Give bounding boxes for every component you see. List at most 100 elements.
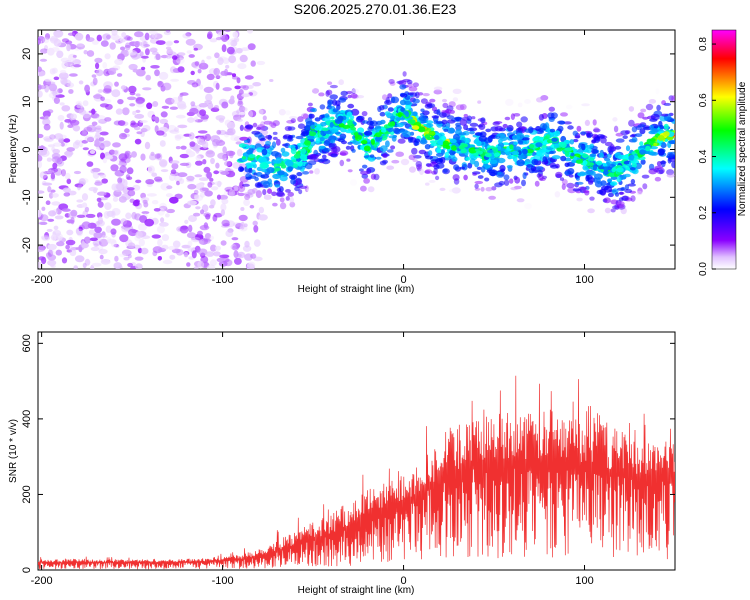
noise-speckle — [142, 87, 152, 91]
noise-speckle — [115, 244, 120, 248]
noise-speckle — [66, 44, 71, 52]
noise-speckle — [205, 251, 215, 257]
signal-halo — [587, 208, 595, 214]
signal-halo — [459, 119, 468, 126]
noise-speckle — [106, 210, 115, 217]
signal-halo — [567, 125, 574, 130]
noise-speckle — [63, 150, 74, 156]
noise-speckle — [227, 39, 233, 46]
signal-core — [474, 148, 480, 152]
signal-halo — [379, 105, 385, 111]
noise-speckle — [247, 30, 253, 34]
y-tick-label: 0 — [21, 567, 33, 573]
noise-speckle — [121, 249, 132, 257]
noise-speckle — [202, 159, 207, 165]
signal-halo — [529, 197, 536, 201]
colorbar-tick-label: 0.6 — [698, 93, 709, 107]
signal-halo — [656, 104, 661, 111]
signal-halo — [296, 172, 303, 177]
noise-speckle — [108, 67, 117, 76]
noise-speckle — [186, 175, 195, 181]
signal-core — [374, 132, 382, 138]
noise-speckle — [113, 150, 119, 155]
noise-speckle — [168, 245, 176, 251]
noise-speckle — [214, 52, 220, 59]
noise-speckle — [253, 239, 261, 247]
noise-speckle — [135, 100, 145, 108]
noise-speckle — [156, 225, 165, 234]
signal-halo — [441, 119, 448, 125]
signal-core — [353, 132, 359, 136]
signal-halo — [538, 127, 544, 133]
spectrogram-x-label: Height of straight line (km) — [298, 284, 415, 295]
noise-speckle — [114, 81, 119, 87]
noise-speckle — [96, 219, 105, 227]
signal-halo — [654, 176, 662, 182]
signal-core — [649, 138, 656, 142]
noise-speckle — [83, 236, 91, 244]
noise-speckle — [38, 85, 47, 90]
signal-halo — [623, 173, 631, 178]
signal-core — [370, 138, 375, 145]
noise-speckle — [46, 157, 53, 162]
signal-halo — [314, 117, 321, 122]
noise-speckle — [220, 240, 227, 246]
noise-speckle — [221, 34, 229, 43]
signal-halo — [384, 111, 391, 116]
noise-speckle — [173, 127, 179, 132]
noise-speckle — [206, 264, 216, 269]
noise-speckle — [42, 118, 51, 126]
noise-speckle — [47, 144, 56, 148]
signal-halo — [248, 110, 254, 118]
signal-halo — [420, 98, 428, 104]
noise-speckle — [125, 212, 132, 220]
noise-speckle — [100, 40, 109, 47]
signal-halo — [279, 202, 287, 210]
signal-halo — [538, 114, 545, 121]
signal-halo — [560, 112, 568, 117]
noise-speckle — [93, 94, 103, 99]
noise-speckle — [146, 193, 157, 197]
signal-halo — [379, 160, 387, 166]
noise-speckle — [258, 108, 266, 115]
noise-speckle — [210, 157, 215, 165]
noise-speckle — [38, 221, 48, 225]
noise-speckle — [115, 108, 123, 115]
noise-speckle — [95, 221, 100, 226]
noise-speckle — [38, 66, 42, 73]
signal-halo — [615, 138, 625, 143]
signal-halo — [388, 79, 395, 84]
noise-speckle — [105, 155, 114, 160]
noise-speckle — [225, 150, 236, 156]
noise-speckle — [197, 260, 205, 269]
noise-speckle — [138, 238, 145, 247]
noise-speckle — [57, 114, 65, 121]
noise-speckle — [141, 66, 146, 71]
signal-halo — [627, 183, 636, 187]
noise-speckle — [155, 53, 161, 60]
noise-speckle — [111, 30, 118, 36]
noise-speckle — [111, 89, 121, 98]
signal-halo — [628, 119, 635, 127]
signal-halo — [640, 108, 647, 113]
noise-speckle — [209, 259, 217, 267]
signal-halo — [409, 166, 416, 173]
signal-halo — [476, 140, 482, 147]
signal-core — [426, 136, 433, 141]
signal-halo — [260, 174, 270, 179]
noise-speckle — [197, 130, 208, 134]
spectrogram-marks — [38, 30, 675, 269]
noise-speckle — [54, 133, 64, 140]
noise-speckle — [252, 220, 258, 226]
noise-speckle — [145, 48, 150, 56]
signal-halo — [660, 160, 667, 165]
y-tick-label: 20 — [21, 48, 33, 60]
signal-core — [301, 148, 307, 155]
noise-speckle — [181, 244, 191, 249]
signal-halo — [386, 149, 394, 153]
noise-speckle — [38, 38, 41, 45]
signal-halo — [254, 176, 259, 182]
noise-speckle — [139, 120, 148, 123]
signal-core — [629, 154, 635, 160]
